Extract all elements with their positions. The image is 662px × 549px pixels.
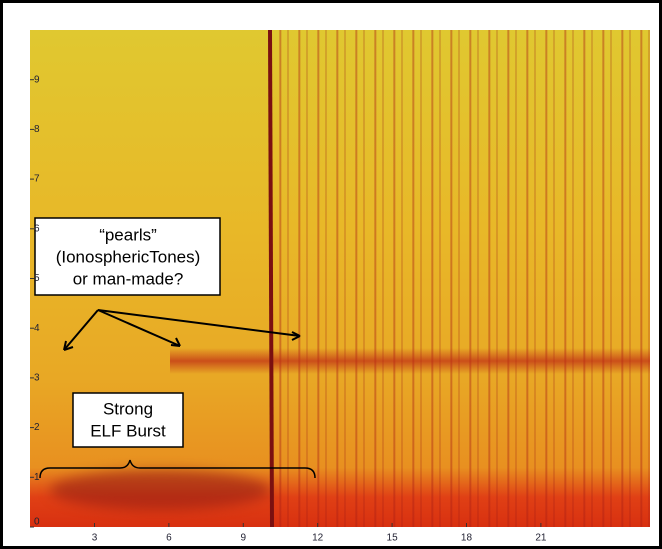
pearl-band [170, 348, 650, 374]
y-tick-label: 9 [34, 74, 40, 85]
x-tick-label: 6 [166, 533, 172, 544]
x-tick-label: 3 [92, 533, 98, 544]
annotation-box [72, 392, 184, 448]
burst-line [268, 29, 274, 528]
x-tick-label: 21 [535, 533, 547, 544]
annotation: (IonosphericTones) [56, 247, 201, 266]
brace [39, 459, 316, 479]
annotation: Strong [103, 399, 153, 418]
y-tick-label: 4 [34, 323, 40, 334]
y-tick-label: 7 [34, 174, 40, 185]
arrows [63, 309, 301, 351]
y-tick-label: 3 [34, 373, 40, 384]
x-tick-label: 12 [312, 533, 324, 544]
x-tick-label: 18 [461, 533, 473, 544]
annotation: or man-made? [73, 269, 184, 288]
annotation: “pearls” [99, 225, 157, 244]
y-tick-label: 2 [34, 422, 40, 433]
annotation-box [34, 217, 221, 296]
elf-burst [50, 470, 270, 510]
y-tick-label: 8 [34, 124, 40, 135]
annotation: ELF Burst [90, 421, 166, 440]
y-tick-label: 6 [34, 223, 40, 234]
y-tick-label: 5 [34, 273, 40, 284]
spectral-lines [270, 30, 650, 527]
x-tick-label: 15 [387, 533, 399, 544]
x-tick-label: 9 [240, 533, 246, 544]
y-tick-label: 0 [34, 517, 40, 528]
y-tick-label: 1 [34, 472, 40, 483]
